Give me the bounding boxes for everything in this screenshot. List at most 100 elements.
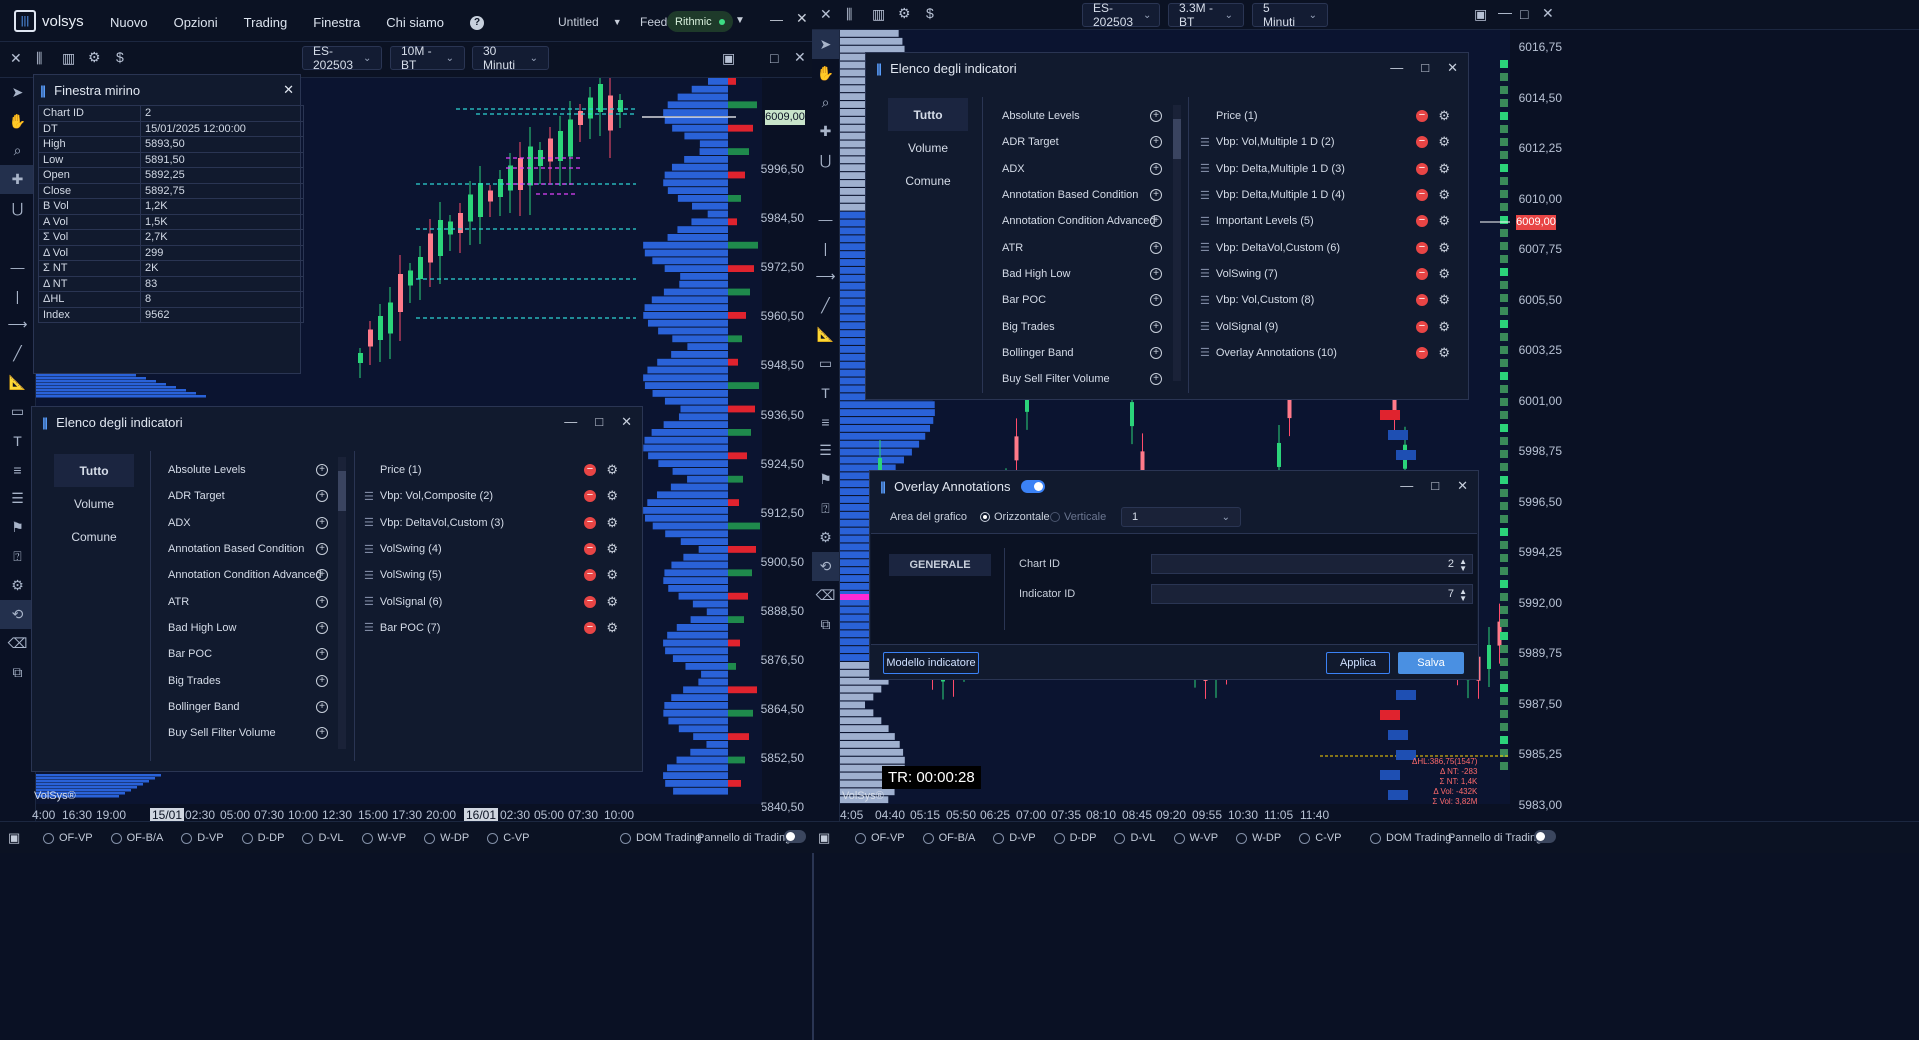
stepper-icon[interactable]: ▲ ▼ — [1459, 587, 1467, 603]
remove-icon[interactable]: − — [1416, 162, 1428, 175]
profile-option-dvp[interactable]: D-VP — [181, 832, 224, 844]
settings-gear-icon[interactable]: ⚙ — [898, 5, 911, 21]
indicator-template-button[interactable]: Modello indicatore — [883, 652, 979, 674]
gear-icon[interactable]: ⚙ — [1438, 160, 1450, 176]
close-icon[interactable]: ✕ — [1457, 478, 1468, 493]
lines-icon[interactable]: ☰ — [819, 442, 832, 458]
category-tutto[interactable]: Tutto — [54, 454, 134, 487]
ruler-icon[interactable]: 📐 — [8, 374, 27, 390]
active-indicator-item[interactable]: Price (1) − ⚙ — [364, 457, 624, 483]
remove-icon[interactable]: − — [1416, 294, 1428, 307]
add-icon[interactable]: + — [1150, 162, 1162, 175]
active-indicator-item[interactable]: ☰ VolSwing (5) − ⚙ — [364, 562, 624, 588]
menu-nuovo[interactable]: Nuovo — [110, 15, 148, 30]
minimize-icon[interactable]: — — [1390, 60, 1404, 75]
gear-icon[interactable]: ⚙ — [1438, 213, 1450, 229]
vertical-line-icon[interactable]: | — [823, 239, 828, 256]
candle-icon[interactable]: ⫼ — [846, 6, 853, 22]
drag-handle-icon[interactable]: ☰ — [1200, 215, 1210, 228]
add-icon[interactable]: + — [1150, 267, 1162, 280]
profile-option-dvl[interactable]: D-VL — [302, 832, 344, 844]
maximize-icon[interactable]: □ — [595, 414, 604, 429]
gear-icon[interactable]: ⚙ — [1438, 318, 1450, 334]
anchor-icon[interactable]: ⟲ — [812, 552, 839, 581]
hand-icon[interactable]: ✋ — [816, 65, 835, 81]
category-comune[interactable]: Comune — [71, 529, 117, 544]
panel-toggle-icon[interactable]: ▣ — [818, 830, 831, 845]
close-chart-icon[interactable]: ✕ — [820, 6, 832, 22]
available-indicator-item[interactable]: Annotation Based Condition + — [1002, 182, 1162, 208]
horizontal-line-icon[interactable]: — — [10, 258, 25, 275]
maximize-icon[interactable]: □ — [1520, 6, 1529, 22]
category-volume[interactable]: Volume — [73, 496, 115, 511]
available-indicator-item[interactable]: Bad High Low + — [1002, 261, 1162, 287]
ray-icon[interactable]: ⟶ — [815, 268, 836, 284]
gear-icon[interactable]: ⚙ — [606, 567, 618, 583]
hand-icon[interactable]: ✋ — [8, 113, 27, 129]
gear-icon[interactable]: ⚙ — [1438, 344, 1450, 360]
remove-icon[interactable]: − — [1416, 267, 1428, 280]
save-button[interactable]: Salva — [1398, 652, 1464, 674]
help-icon[interactable]: ? — [470, 15, 485, 30]
feed-status-badge[interactable]: Rithmic — [667, 11, 733, 32]
profile-option-ofba[interactable]: OF-B/A — [922, 832, 975, 844]
chart-type-select[interactable]: 10M - BT ⌄ — [390, 44, 465, 72]
crosshair-icon[interactable]: ✚ — [0, 165, 35, 194]
add-icon[interactable]: + — [1150, 294, 1162, 307]
scrollbar[interactable] — [1173, 105, 1181, 381]
dom-trading-option[interactable]: DOM Trading — [1370, 832, 1469, 844]
chart-id-input[interactable]: 2 ▲ ▼ — [1151, 554, 1473, 574]
active-indicator-item[interactable]: ☰ Vbp: Delta,Multiple 1 D (3) − ⚙ — [1200, 156, 1456, 182]
cursor-icon[interactable]: ➤ — [812, 30, 839, 59]
rectangle-icon[interactable]: ▭ — [10, 403, 25, 419]
stepper-icon[interactable]: ▲ ▼ — [1459, 557, 1467, 573]
profile-option-ofvp[interactable]: OF-VP — [855, 832, 905, 844]
gear-icon[interactable]: ⚙ — [606, 514, 618, 530]
gear-icon[interactable]: ⚙ — [1438, 265, 1450, 281]
add-icon[interactable]: + — [1150, 320, 1162, 333]
ruler-icon[interactable]: 📐 — [816, 326, 835, 342]
drag-handle-icon[interactable]: ☰ — [364, 569, 374, 582]
trendline-icon[interactable]: ╱ — [821, 297, 830, 313]
time-axis[interactable]: 4:05 04:40 05:15 05:50 06:25 07:00 07:35 08:10 0… — [840, 805, 1510, 825]
drag-handle-icon[interactable]: ☰ — [1200, 242, 1210, 255]
ray-icon[interactable]: ⟶ — [7, 316, 28, 332]
remove-icon[interactable]: − — [1416, 215, 1428, 228]
profile-option-cvp[interactable]: C-VP — [487, 832, 529, 844]
dom-trading-option[interactable]: DOM Trading — [620, 832, 719, 844]
minimize-icon[interactable]: — — [1498, 4, 1512, 20]
gear-icon[interactable]: ⚙ — [1438, 187, 1450, 203]
menu-chi-siamo[interactable]: Chi siamo — [386, 15, 445, 30]
drag-handle-icon[interactable]: ☰ — [1200, 294, 1210, 307]
menu-finestra[interactable]: Finestra — [313, 15, 361, 30]
close-icon[interactable]: ✕ — [1447, 60, 1458, 75]
add-icon[interactable]: + — [1150, 373, 1162, 386]
layers-icon[interactable]: ⧉ — [12, 664, 23, 680]
active-indicator-item[interactable]: ☰ Bar POC (7) − ⚙ — [364, 615, 624, 641]
add-icon[interactable]: + — [316, 543, 328, 556]
category-tutto[interactable]: Tutto — [888, 98, 968, 131]
drag-handle-icon[interactable]: ☰ — [364, 596, 374, 609]
remove-icon[interactable]: − — [584, 595, 596, 608]
trendline-icon[interactable]: ╱ — [13, 345, 22, 361]
profile-option-wdp[interactable]: W-DP — [424, 832, 469, 844]
add-icon[interactable]: + — [1150, 189, 1162, 202]
flag-icon[interactable]: ⚑ — [11, 519, 24, 535]
chart-canvas[interactable] — [36, 70, 762, 804]
close-icon[interactable]: ✕ — [796, 10, 808, 26]
available-indicator-item[interactable]: Annotation Condition Advanced + — [1002, 208, 1162, 234]
remove-icon[interactable]: − — [1416, 136, 1428, 149]
active-indicator-item[interactable]: ☰ Vbp: DeltaVol,Custom (3) − ⚙ — [364, 510, 624, 536]
available-indicator-item[interactable]: Bollinger Band + — [168, 694, 328, 720]
drag-handle-icon[interactable]: ☰ — [364, 622, 374, 635]
remove-icon[interactable]: − — [1416, 320, 1428, 333]
add-icon[interactable]: + — [316, 621, 328, 634]
list-icon[interactable]: ≡ — [13, 461, 22, 478]
available-indicator-item[interactable]: Big Trades + — [168, 667, 328, 693]
add-icon[interactable]: + — [1150, 346, 1162, 359]
add-icon[interactable]: + — [316, 595, 328, 608]
dollar-icon[interactable]: $ — [116, 49, 124, 65]
active-indicator-item[interactable]: ☰ VolSignal (9) − ⚙ — [1200, 313, 1456, 339]
add-icon[interactable]: + — [316, 700, 328, 713]
available-indicator-item[interactable]: Bollinger Band + — [1002, 340, 1162, 366]
